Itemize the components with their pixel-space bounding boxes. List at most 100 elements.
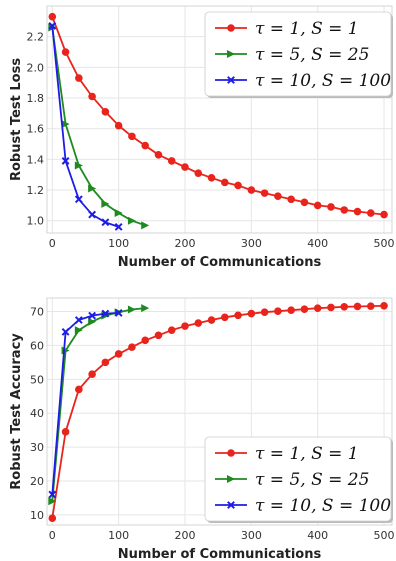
data-point — [74, 195, 83, 204]
legend-marker — [227, 50, 235, 58]
data-point — [48, 497, 57, 506]
data-point — [127, 305, 136, 314]
data-point — [88, 370, 96, 379]
series-line-3 — [51, 312, 119, 495]
legend: τ = 1, S = 1 τ = 5, S = 25 τ = 10, S = 100 — [204, 436, 393, 523]
y-tick-label: 2.2 — [27, 31, 45, 44]
data-point — [101, 199, 110, 208]
data-point — [61, 428, 70, 436]
data-point — [313, 201, 322, 210]
data-point — [221, 178, 229, 187]
legend-marker — [227, 501, 235, 509]
y-tick-label: 50 — [30, 373, 44, 386]
data-point — [181, 322, 189, 330]
data-point — [234, 181, 242, 190]
data-point — [207, 173, 216, 182]
series-line-2 — [51, 27, 146, 227]
x-tick-label: 100 — [108, 237, 129, 250]
y-tick-label: 40 — [30, 407, 44, 420]
y-tick-label: 1.0 — [27, 215, 45, 228]
legend-marker — [227, 24, 235, 32]
y-tick-label: 10 — [30, 509, 44, 522]
data-point — [101, 309, 110, 318]
marker-stroke — [48, 22, 57, 30]
data-point — [48, 514, 57, 523]
legend-marker — [227, 475, 235, 483]
y-tick-label: 1.6 — [27, 123, 45, 136]
x-tick-label: 300 — [241, 237, 262, 250]
data-point — [247, 309, 256, 318]
data-point — [207, 316, 216, 324]
marker-stroke — [114, 222, 123, 231]
data-point — [181, 163, 189, 171]
legend-marker — [227, 76, 235, 84]
data-point — [327, 203, 335, 211]
x-tick-label: 500 — [374, 237, 395, 250]
data-point — [114, 222, 123, 231]
y-tick-label: 2.0 — [27, 61, 45, 74]
data-point — [380, 210, 388, 219]
data-point — [88, 210, 97, 219]
data-point — [194, 169, 203, 177]
marker-stroke — [48, 490, 57, 499]
marker-stroke — [74, 316, 83, 324]
data-point — [167, 326, 176, 334]
accuracy-chart: 0 100 200 300 400 500 10 20 30 40 50 60 70 Number of … — [9, 297, 395, 561]
data-point — [128, 343, 136, 351]
x-axis-label: Number of Communications — [118, 255, 322, 270]
marker-stroke — [88, 210, 97, 219]
data-point — [75, 74, 83, 82]
x-tick-label: 200 — [175, 237, 196, 250]
data-point — [141, 304, 150, 313]
legend: τ = 1, S = 1 τ = 5, S = 25 τ = 10, S = 100 — [204, 11, 393, 98]
data-point — [167, 157, 176, 165]
legend-entry: τ = 10, S = 100 — [215, 71, 391, 91]
data-point — [61, 48, 70, 56]
legend-box — [204, 11, 392, 97]
data-point — [88, 92, 96, 101]
x-tick-label: 400 — [307, 529, 328, 542]
data-point — [380, 301, 388, 310]
y-tick-label: 1.4 — [27, 153, 45, 166]
y-tick-label: 60 — [30, 339, 44, 352]
y-tick-label: 30 — [30, 441, 44, 454]
data-point — [74, 316, 83, 324]
data-point — [141, 221, 150, 230]
marker-stroke — [61, 327, 70, 336]
data-point — [313, 304, 322, 312]
data-point — [194, 319, 203, 327]
data-point — [154, 331, 163, 340]
legend-label: τ = 1, S = 1 — [255, 19, 359, 39]
loss-chart: 0 100 200 300 400 500 1.0 1.2 1.4 1.6 1.8 2.0 2.2 Num… — [9, 5, 395, 270]
data-point — [48, 12, 57, 21]
marker-stroke — [101, 309, 110, 318]
data-point — [114, 209, 123, 218]
data-point — [340, 303, 349, 311]
data-point — [74, 326, 83, 335]
data-point — [61, 327, 70, 336]
legend-marker — [227, 449, 235, 457]
data-point — [300, 198, 309, 207]
data-point — [127, 216, 136, 225]
data-point — [48, 22, 57, 30]
marker-stroke — [114, 309, 123, 317]
y-tick-label: 1.8 — [27, 92, 45, 105]
x-tick-label: 400 — [307, 237, 328, 250]
data-point — [88, 317, 97, 326]
legend-label: τ = 5, S = 25 — [255, 470, 369, 490]
data-point — [327, 303, 335, 312]
legend-label: τ = 10, S = 100 — [255, 496, 391, 516]
x-tick-label: 0 — [49, 529, 56, 542]
data-point — [88, 311, 97, 320]
y-tick-label: 1.2 — [27, 184, 45, 197]
legend-entry: τ = 5, S = 25 — [215, 470, 369, 490]
x-axis-label: Number of Communications — [118, 547, 322, 561]
data-point — [300, 305, 309, 313]
y-tick-label: 20 — [30, 475, 44, 488]
data-point — [101, 358, 110, 367]
marker-stroke — [74, 195, 83, 204]
legend-label: τ = 10, S = 100 — [255, 71, 391, 91]
series-line-2 — [51, 307, 146, 502]
legend-entry: τ = 1, S = 1 — [215, 444, 359, 464]
legend-label: τ = 5, S = 25 — [255, 45, 369, 65]
